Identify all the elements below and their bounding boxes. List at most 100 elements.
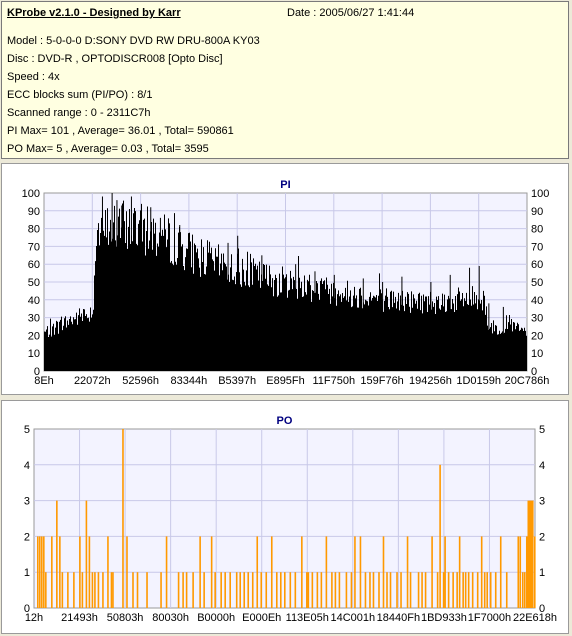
- po-bar: [301, 536, 303, 608]
- x-tick-label: 22072h: [74, 375, 111, 387]
- po-bar: [192, 572, 194, 608]
- x-tick-label: 21493h: [61, 612, 98, 624]
- po-bar: [480, 536, 483, 608]
- po-bar: [320, 572, 323, 608]
- po-bar: [279, 572, 282, 608]
- po-bar: [73, 572, 75, 608]
- po-bar: [439, 464, 441, 608]
- x-tick-label: E000Eh: [242, 612, 281, 624]
- y-tick-label-right: 80: [531, 224, 543, 236]
- po-bar: [531, 500, 534, 608]
- po-bar: [265, 572, 268, 608]
- po-bar: [338, 572, 341, 608]
- po-bar: [165, 536, 168, 608]
- po-bar: [37, 536, 39, 608]
- po-bar: [447, 572, 450, 608]
- po-bar: [331, 572, 333, 608]
- po-bar: [126, 536, 128, 608]
- x-tick-label: E895Fh: [266, 375, 305, 387]
- po-bar: [239, 572, 242, 608]
- po-bar: [132, 572, 134, 608]
- chart-title: PO: [277, 415, 293, 427]
- po-bar: [136, 572, 139, 608]
- po-bar: [354, 536, 356, 608]
- po-bar: [311, 572, 314, 608]
- disc-info: Disc : DVD-R , OPTODISCR008 [Opto Disc]: [7, 53, 223, 65]
- po-bar: [476, 572, 479, 608]
- po-bar: [382, 536, 385, 608]
- po-bar: [146, 572, 148, 608]
- po-bar: [235, 572, 238, 608]
- po-bar: [220, 572, 222, 608]
- po-bar: [528, 500, 531, 608]
- po-chart-panel: 0 0 1 1 2 2 3 3 4 4 5 5 12h 21493h 50803h 80030h B0000h E…: [1, 400, 569, 634]
- y-tick-label: 80: [28, 224, 40, 236]
- po-stats: PO Max= 5 , Average= 0.03 , Total= 3595: [7, 143, 209, 155]
- ecc-blocks: ECC blocks sum (PI/PO) : 8/1: [7, 89, 153, 101]
- y-tick-label-right: 100: [531, 188, 549, 200]
- y-tick-label: 0: [24, 603, 30, 615]
- y-tick-label-right: 40: [531, 295, 543, 307]
- pi-stats: PI Max= 101 , Average= 36.01 , Total= 59…: [7, 125, 234, 137]
- x-tick-label: 1BD933h: [421, 612, 467, 624]
- pi-chart-panel: 0 0 10 10 20 20 30 30 40 40 50 50 60 60 70 70 80 80 90 90 10…: [1, 163, 569, 395]
- y-tick-label-right: 10: [531, 348, 543, 360]
- y-tick-label-right: 4: [539, 460, 545, 472]
- y-tick-label-right: 20: [531, 330, 543, 342]
- po-bar: [294, 572, 297, 608]
- y-tick-label: 3: [24, 496, 30, 508]
- x-tick-label: 83344h: [171, 375, 208, 387]
- po-bar: [458, 536, 461, 608]
- y-tick-label: 50: [28, 277, 40, 289]
- po-bar: [400, 572, 402, 608]
- po-bar: [396, 572, 398, 608]
- po-bar: [185, 572, 188, 608]
- po-bar: [56, 500, 58, 608]
- y-tick-label: 90: [28, 206, 40, 218]
- x-tick-label: 18440Fh: [377, 612, 420, 624]
- x-tick-label: 159F76h: [360, 375, 403, 387]
- po-bar: [471, 572, 474, 608]
- po-bar: [85, 500, 88, 608]
- po-bar: [462, 572, 464, 608]
- info-panel: KProbe v2.1.0 - Designed by Karr Date : …: [1, 1, 569, 159]
- po-bar: [91, 572, 94, 608]
- scan-date: Date : 2005/06/27 1:41:44: [287, 7, 415, 19]
- y-tick-label-right: 0: [539, 603, 545, 615]
- po-bar: [533, 536, 536, 608]
- chart-title: PI: [280, 179, 290, 191]
- po-bar: [483, 572, 486, 608]
- po-bar: [39, 536, 41, 608]
- po-bar: [224, 572, 226, 608]
- po-bar: [210, 536, 213, 608]
- y-tick-label: 30: [28, 313, 40, 325]
- y-tick-label-right: 5: [539, 424, 545, 436]
- po-bar: [409, 572, 412, 608]
- po-bar: [519, 536, 522, 608]
- po-bar: [530, 500, 533, 608]
- x-tick-label: 1F7000h: [468, 612, 511, 624]
- y-tick-label-right: 2: [539, 531, 545, 543]
- po-bar: [359, 536, 362, 608]
- po-bar: [199, 536, 201, 608]
- y-tick-label: 5: [24, 424, 30, 436]
- y-tick-label: 60: [28, 259, 40, 271]
- y-tick-label: 70: [28, 241, 40, 253]
- po-bar: [421, 572, 423, 608]
- y-tick-label-right: 90: [531, 206, 543, 218]
- po-bar: [275, 572, 278, 608]
- y-tick-label: 100: [22, 188, 40, 200]
- po-bar: [122, 429, 124, 608]
- y-tick-label: 10: [28, 348, 40, 360]
- po-bar: [306, 572, 308, 608]
- po-bar: [424, 572, 427, 608]
- y-tick-label: 1: [24, 567, 30, 579]
- po-bar: [486, 572, 489, 608]
- po-bar: [436, 572, 439, 608]
- app-title: KProbe v2.1.0 - Designed by Karr: [7, 7, 181, 19]
- x-tick-label: 22E618h: [513, 612, 557, 624]
- po-bar: [229, 572, 231, 608]
- po-bar: [59, 536, 61, 608]
- scan-speed: Speed : 4x: [7, 71, 60, 83]
- drive-model: Model : 5-0-0-0 D:SONY DVD RW DRU-800A K…: [7, 35, 260, 47]
